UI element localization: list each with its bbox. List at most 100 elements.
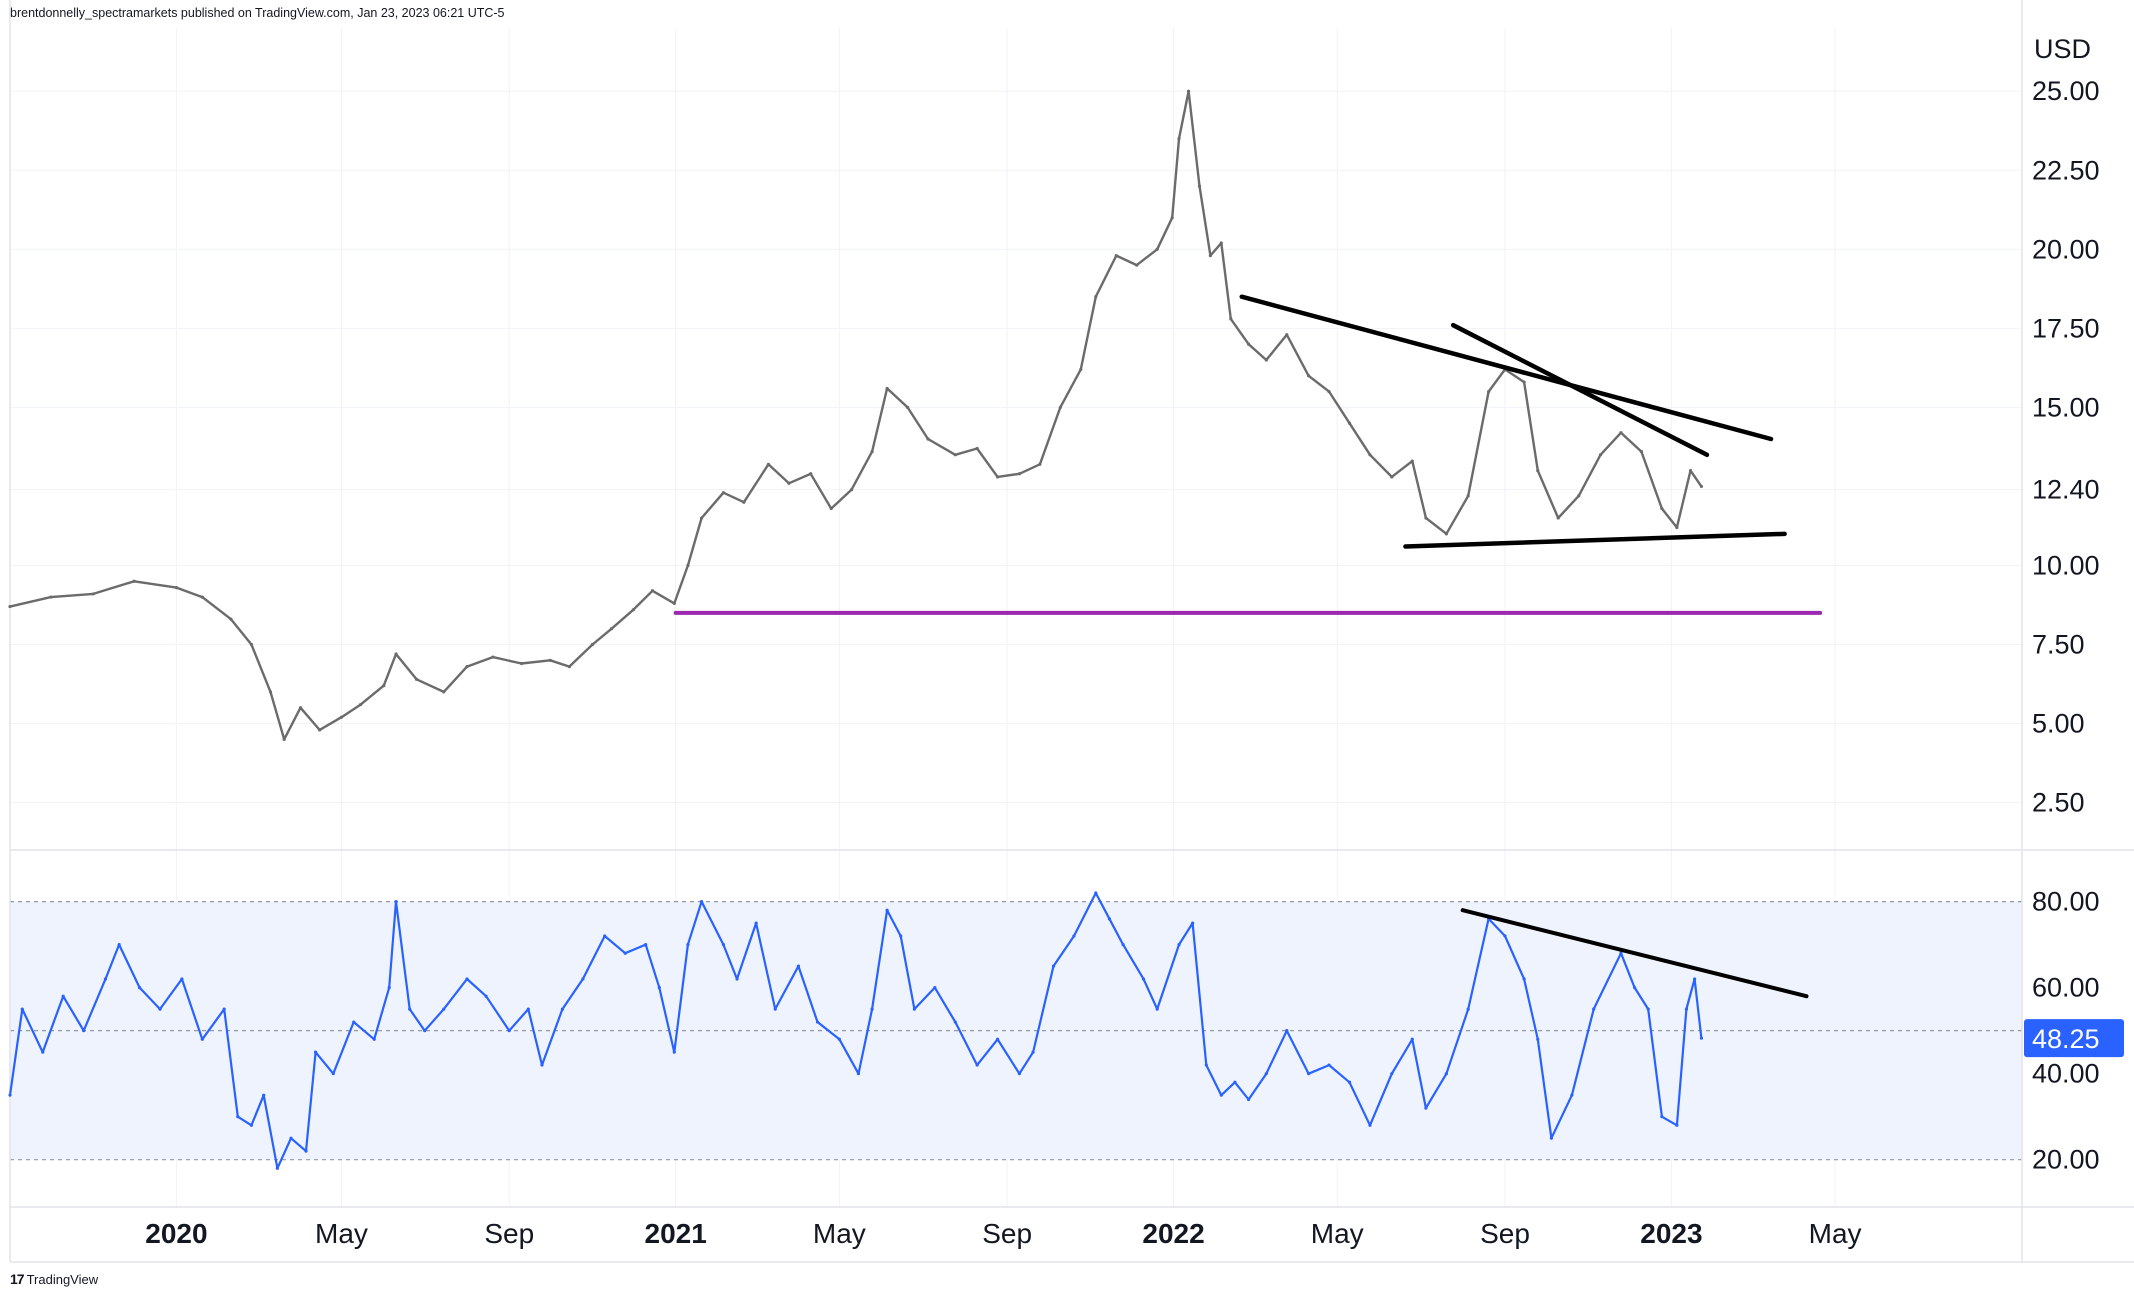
price-line-point-9 xyxy=(282,737,286,741)
rsi-line-point-81 xyxy=(1444,1072,1448,1076)
price-line-point-80 xyxy=(1660,506,1664,511)
rsi-line-point-50 xyxy=(885,908,889,912)
rsi-line-point-79 xyxy=(1410,1037,1414,1041)
rsi-line-point-4 xyxy=(82,1029,86,1033)
price-line-point-13 xyxy=(358,702,363,707)
rsi-tick-label-2: 60.00 xyxy=(2032,973,2100,1003)
price-line-point-76 xyxy=(1577,494,1581,498)
time-tick-label-8: Sep xyxy=(1480,1218,1530,1249)
rsi-line-point-73 xyxy=(1285,1029,1289,1033)
rsi-line-point-46 xyxy=(815,1020,820,1024)
price-tick-label-3: 10.00 xyxy=(2032,550,2100,580)
rsi-axis[interactable]: 20.00 40.00 60.00 80.00 xyxy=(2032,887,2100,1175)
rsi-line-point-78 xyxy=(1390,1072,1394,1076)
rsi-line-point-14 xyxy=(262,1093,266,1097)
rsi-line-point-63 xyxy=(1121,943,1125,947)
price-line-point-66 xyxy=(1390,475,1394,479)
rsi-trendline xyxy=(1460,908,1809,999)
rsi-line-point-96 xyxy=(1693,977,1697,981)
pane-frame xyxy=(9,0,2134,1263)
price-axis[interactable]: 2.50 5.00 7.50 10.00 12.40 15.00 17.50 20.00 22.… xyxy=(2032,76,2100,817)
price-line-point-83 xyxy=(1699,484,1704,489)
rsi-line-point-17 xyxy=(304,1149,308,1153)
currency-label: USD xyxy=(2034,34,2091,64)
rsi-line-point-97 xyxy=(1699,1036,1704,1040)
rsi-line-point-59 xyxy=(1051,964,1056,968)
price-line-point-32 xyxy=(766,462,771,466)
time-tick-label-4: May xyxy=(813,1218,866,1249)
rsi-line-point-57 xyxy=(1017,1072,1022,1076)
badge-value: 48.25 xyxy=(2032,1024,2100,1054)
price-line-point-4 xyxy=(174,585,179,590)
time-tick-label-7: May xyxy=(1311,1218,1364,1249)
price-line-point-23 xyxy=(590,642,595,647)
rsi-line-point-54 xyxy=(953,1020,957,1024)
rsi-line-point-53 xyxy=(933,986,937,990)
price-line-point-30 xyxy=(721,491,726,495)
rsi-line-point-64 xyxy=(1141,977,1146,981)
price-tick-label-1: 5.00 xyxy=(2032,709,2085,739)
rsi-line-point-62 xyxy=(1107,917,1112,921)
price-line-point-19 xyxy=(491,655,495,659)
rsi-line xyxy=(8,891,1703,1170)
rsi-line-point-86 xyxy=(1536,1037,1540,1041)
badge-background xyxy=(2024,1019,2124,1058)
rsi-line-point-92 xyxy=(1646,1007,1650,1011)
price-line-point-79 xyxy=(1639,450,1644,454)
rsi-line-point-68 xyxy=(1204,1063,1208,1067)
rsi-line-point-94 xyxy=(1675,1123,1679,1127)
rsi-line-point-90 xyxy=(1619,951,1623,955)
rsi-line-point-23 xyxy=(394,900,398,904)
price-line-point-77 xyxy=(1598,453,1603,457)
rsi-line-point-38 xyxy=(672,1050,676,1054)
price-line-point-44 xyxy=(1017,472,1022,476)
price-line-point-3 xyxy=(132,579,136,583)
time-tick-label-5: Sep xyxy=(982,1218,1032,1249)
rsi-line-point-58 xyxy=(1031,1050,1035,1054)
rsi-line-point-56 xyxy=(995,1037,1000,1041)
price-line-point-81 xyxy=(1675,525,1679,530)
rsi-line-point-32 xyxy=(560,1007,565,1011)
rsi-line-point-91 xyxy=(1633,986,1637,990)
rsi-line-point-40 xyxy=(699,900,704,904)
rsi-line-point-35 xyxy=(623,951,627,955)
rsi-line-point-69 xyxy=(1219,1093,1223,1097)
price-line-point-2 xyxy=(91,592,95,596)
rsi-line-point-67 xyxy=(1191,921,1195,925)
price-tick-label-5: 15.00 xyxy=(2032,392,2100,422)
price-line-point-82 xyxy=(1688,469,1693,473)
rsi-line-point-61 xyxy=(1094,891,1098,895)
rsi-line-point-85 xyxy=(1522,977,1526,981)
price-line-point-25 xyxy=(631,608,635,612)
rsi-line-point-30 xyxy=(526,1007,530,1011)
rsi-line-point-42 xyxy=(735,977,739,981)
time-tick-label-2: Sep xyxy=(484,1218,534,1249)
rsi-line-point-24 xyxy=(408,1007,412,1011)
price-line-point-73 xyxy=(1522,380,1526,384)
rsi-line-point-77 xyxy=(1368,1123,1372,1127)
price-line-point-1 xyxy=(49,595,53,599)
price-line-point-28 xyxy=(686,563,690,568)
rsi-line-point-51 xyxy=(899,934,903,938)
price-line-point-22 xyxy=(567,665,571,669)
price-line-point-0 xyxy=(8,604,12,609)
price-line-point-65 xyxy=(1368,453,1372,457)
price-line-point-36 xyxy=(850,487,854,492)
tradingview-logo: 17 TradingView xyxy=(10,1271,98,1287)
price-line-point-51 xyxy=(1155,247,1159,251)
time-axis[interactable]: 2020 May Sep 2021 May Sep 2022 May Sep 2023 May xyxy=(145,1218,1861,1249)
rsi-line-point-72 xyxy=(1264,1072,1268,1076)
time-tick-label-6: 2022 xyxy=(1142,1218,1204,1249)
price-line-point-29 xyxy=(699,516,704,520)
price-line-point-69 xyxy=(1444,532,1448,536)
rsi-line-point-36 xyxy=(644,943,648,947)
rsi-line-point-52 xyxy=(912,1007,916,1011)
price-line-point-41 xyxy=(953,453,957,457)
drawn-trendlines xyxy=(673,294,1823,999)
trendline-base xyxy=(1403,531,1787,549)
price-line-point-17 xyxy=(442,690,446,694)
time-tick-label-9: 2023 xyxy=(1640,1218,1702,1249)
publisher-header: brentdonnelly_spectramarkets published o… xyxy=(10,6,505,20)
price-line-point-10 xyxy=(298,706,303,710)
